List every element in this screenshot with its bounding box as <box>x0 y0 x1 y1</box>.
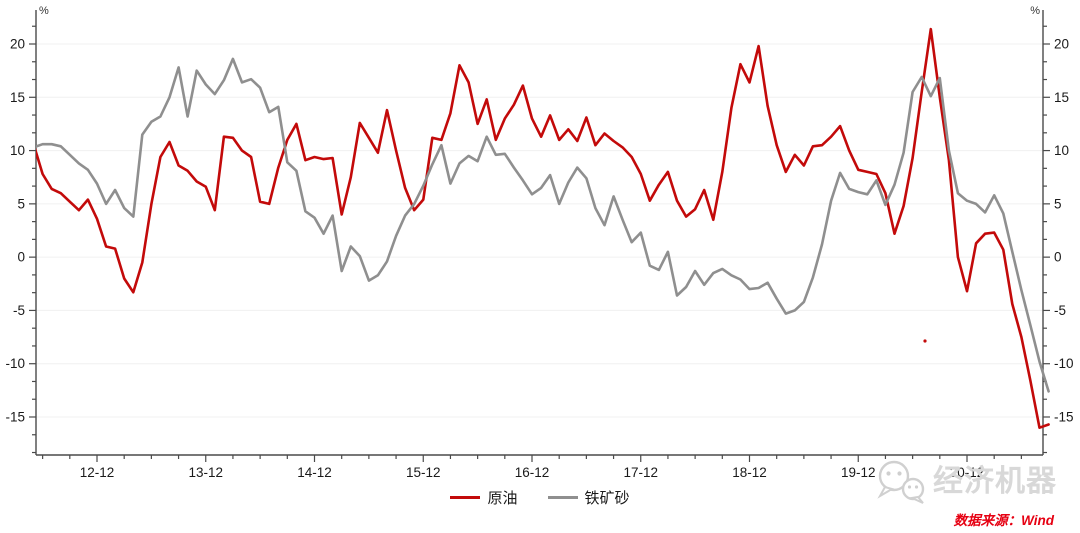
x-axis-label: 20-12 <box>950 465 985 480</box>
iron-ore-legend-label: 铁矿砂 <box>584 490 630 507</box>
data-source-credit: 数据来源：Wind <box>953 513 1054 528</box>
series-crude-oil-line <box>36 27 1050 430</box>
y-axis-label-right: 0 <box>1054 250 1062 265</box>
wechat-logo-icon <box>877 460 925 504</box>
x-axis-label: 13-12 <box>188 465 223 480</box>
y-axis-label-right: 15 <box>1054 90 1069 105</box>
watermark: 经济机器 <box>872 459 1057 505</box>
series-lines <box>36 27 1050 430</box>
y-axis-label-left: 5 <box>17 196 25 211</box>
y-axis-label-left: -5 <box>13 303 25 318</box>
watermark-text: 经济机器 <box>933 465 1057 498</box>
y-axis-label-right: -5 <box>1054 303 1066 318</box>
x-axis-label: 16-12 <box>515 465 550 480</box>
crude-oil-legend-label: 原油 <box>487 490 518 507</box>
x-axis-label: 15-12 <box>406 465 441 480</box>
y-axis-label-left: -15 <box>5 409 25 424</box>
legend-item-crude-oil: 原油 <box>450 487 518 508</box>
axis-labels: 20 20 15 15 10 10 5 5 0 0 -5 -5 -10 -10 -15 -15 12-12 13-… <box>5 5 1073 480</box>
y-axis-label-left: 0 <box>17 250 25 265</box>
axis-ticks <box>29 25 1050 462</box>
y-axis-label-right: 5 <box>1054 196 1062 211</box>
y-axis-label-right: 20 <box>1054 37 1069 52</box>
legend: 原油 铁矿砂 <box>0 487 1080 508</box>
y-axis-label-left: 15 <box>10 90 25 105</box>
y-axis-label-left: 10 <box>10 143 25 158</box>
legend-item-iron-ore: 铁矿砂 <box>547 487 630 508</box>
stray-red-dot <box>923 339 927 343</box>
y-axis-label-right: 10 <box>1054 143 1069 158</box>
y-axis-label-left: -10 <box>5 356 25 371</box>
y-axis-label-right: -15 <box>1054 409 1074 424</box>
y-axis-label-left: 20 <box>10 37 25 52</box>
x-axis-label: 19-12 <box>841 465 876 480</box>
iron-ore-line-swatch <box>547 496 578 499</box>
axes <box>35 10 1044 456</box>
x-axis-label: 12-12 <box>80 465 115 480</box>
y-axis-label-right: -10 <box>1054 356 1074 371</box>
horizontal-gridlines <box>36 43 1043 418</box>
unit-label-right: % <box>1030 5 1040 17</box>
series-iron-ore-line <box>36 57 1050 393</box>
x-axis-label: 17-12 <box>623 465 658 480</box>
x-axis-label: 18-12 <box>732 465 767 480</box>
x-axis-label: 14-12 <box>297 465 332 480</box>
unit-label-left: % <box>39 5 49 17</box>
crude-oil-line-swatch <box>450 496 481 499</box>
